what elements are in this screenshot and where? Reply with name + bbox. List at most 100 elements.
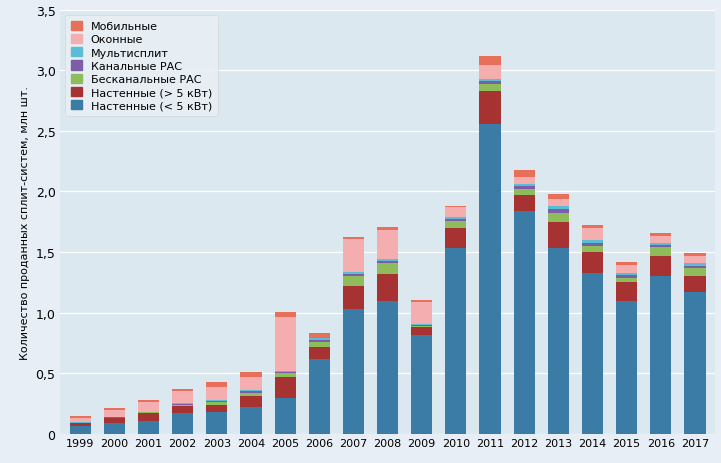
Bar [479, 124, 500, 434]
Bar [582, 273, 603, 434]
Bar [479, 57, 500, 65]
Bar [70, 418, 91, 423]
Bar [172, 413, 193, 434]
Bar [479, 80, 500, 82]
Bar [548, 206, 569, 210]
Bar [446, 219, 466, 221]
Bar [240, 377, 262, 390]
Bar [513, 190, 535, 196]
Bar [548, 210, 569, 214]
Bar [309, 340, 329, 342]
Bar [582, 246, 603, 252]
Bar [650, 244, 671, 245]
Bar [240, 391, 262, 393]
Bar [377, 228, 398, 230]
Bar [377, 259, 398, 261]
Bar [172, 406, 193, 413]
Bar [582, 244, 603, 246]
Bar [172, 389, 193, 391]
Bar [377, 230, 398, 259]
Bar [138, 421, 159, 434]
Bar [479, 65, 500, 80]
Bar [411, 300, 433, 303]
Bar [275, 398, 296, 434]
Bar [342, 275, 364, 277]
Bar [342, 277, 364, 287]
Bar [616, 278, 637, 283]
Bar [70, 417, 91, 418]
Bar [650, 245, 671, 248]
Bar [411, 325, 433, 326]
Bar [513, 184, 535, 187]
Bar [616, 262, 637, 265]
Bar [70, 425, 91, 434]
Bar [650, 236, 671, 244]
Bar [513, 187, 535, 190]
Bar [206, 412, 227, 434]
Bar [616, 283, 637, 301]
Bar [240, 390, 262, 391]
Bar [411, 326, 433, 328]
Bar [240, 372, 262, 377]
Bar [275, 371, 296, 372]
Bar [342, 240, 364, 272]
Bar [275, 318, 296, 371]
Bar [240, 393, 262, 396]
Bar [309, 338, 329, 340]
Bar [309, 342, 329, 347]
Bar [342, 272, 364, 275]
Bar [446, 208, 466, 218]
Bar [172, 403, 193, 404]
Bar [206, 387, 227, 400]
Bar [650, 233, 671, 236]
Bar [684, 268, 706, 277]
Bar [377, 301, 398, 434]
Bar [446, 228, 466, 249]
Bar [138, 402, 159, 412]
Bar [684, 293, 706, 434]
Bar [172, 405, 193, 406]
Bar [309, 334, 329, 338]
Bar [342, 238, 364, 240]
Bar [342, 287, 364, 309]
Bar [309, 359, 329, 434]
Bar [446, 249, 466, 434]
Bar [684, 264, 706, 266]
Bar [172, 404, 193, 405]
Bar [582, 225, 603, 228]
Bar [172, 391, 193, 403]
Bar [275, 374, 296, 377]
Bar [650, 248, 671, 256]
Bar [548, 195, 569, 199]
Bar [104, 423, 125, 434]
Bar [684, 266, 706, 268]
Bar [104, 418, 125, 419]
Bar [684, 254, 706, 257]
Bar [548, 199, 569, 206]
Bar [616, 274, 637, 276]
Bar [411, 303, 433, 325]
Bar [206, 400, 227, 401]
Bar [548, 222, 569, 249]
Bar [582, 240, 603, 244]
Bar [582, 228, 603, 240]
Bar [206, 382, 227, 387]
Bar [70, 423, 91, 425]
Bar [240, 407, 262, 434]
Bar [479, 82, 500, 84]
Bar [684, 277, 706, 293]
Bar [377, 261, 398, 263]
Bar [513, 212, 535, 434]
Bar [684, 257, 706, 264]
Bar [513, 177, 535, 184]
Bar [446, 221, 466, 228]
Bar [479, 84, 500, 92]
Bar [616, 265, 637, 274]
Bar [309, 347, 329, 359]
Legend: Мобильные, Оконные, Мультисплит, Канальные РАС, Бесканальные РАС, Настенные (> 5: Мобильные, Оконные, Мультисплит, Канальн… [66, 16, 218, 117]
Bar [377, 275, 398, 301]
Bar [513, 196, 535, 212]
Bar [275, 372, 296, 374]
Bar [650, 277, 671, 434]
Bar [479, 92, 500, 124]
